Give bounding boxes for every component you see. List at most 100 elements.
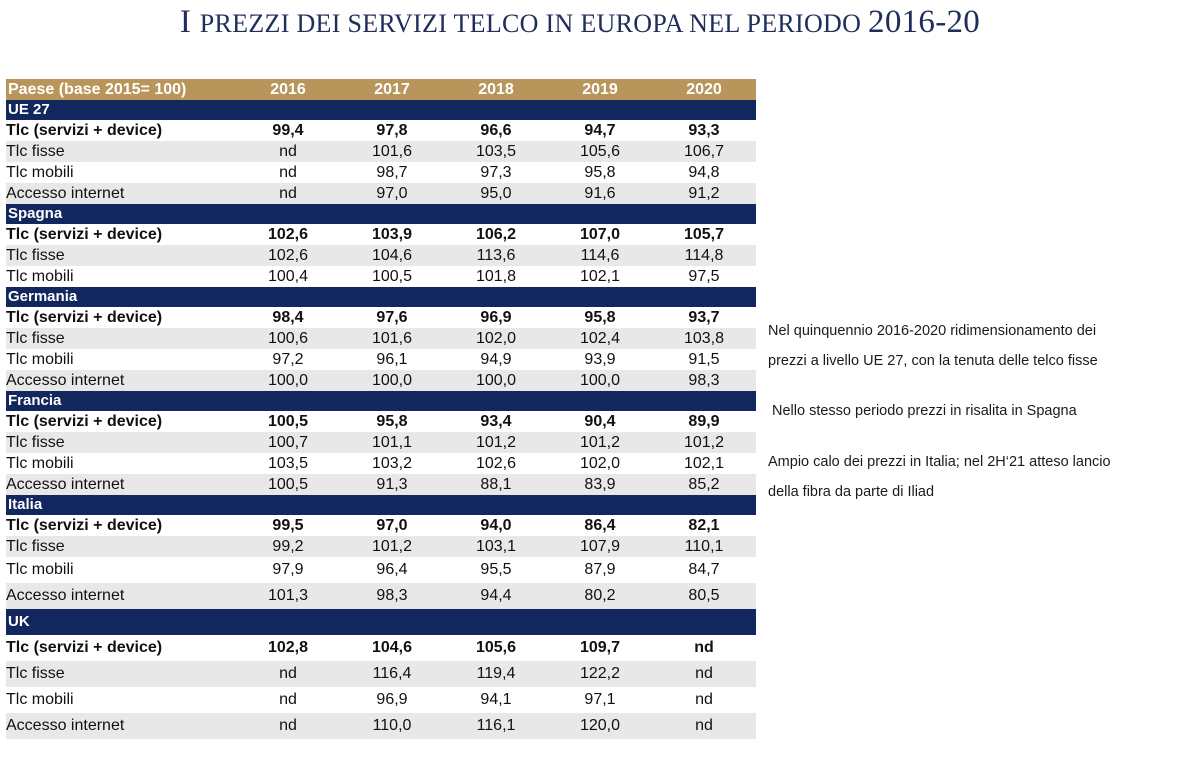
table-row: Accesso internet nd 110,0 116,1 120,0 nd bbox=[6, 713, 756, 739]
country-name: UE 27 bbox=[6, 100, 756, 120]
table-row: Tlc fisse 102,6 104,6 113,6 114,6 114,8 bbox=[6, 245, 756, 266]
row-label: Tlc mobili bbox=[6, 163, 74, 181]
value-cell: 82,1 bbox=[688, 516, 720, 534]
value-cell: 114,6 bbox=[548, 245, 652, 266]
value-cell: 95,8 bbox=[376, 412, 408, 430]
value-cell: 97,9 bbox=[272, 561, 304, 578]
country-name: Germania bbox=[6, 287, 756, 307]
country-row: Francia bbox=[6, 391, 756, 411]
table-row: Tlc (servizi + device) 102,6 103,9 106,2 107… bbox=[6, 224, 756, 245]
value-cell: 88,1 bbox=[444, 474, 548, 495]
value-cell: 97,1 bbox=[584, 691, 616, 708]
value-cell: 105,6 bbox=[475, 639, 517, 656]
table-row: Tlc (servizi + device) 99,4 97,8 96,6 94,7 93… bbox=[6, 120, 756, 141]
value-cell: 94,7 bbox=[584, 121, 616, 139]
note-1-line-2: prezzi a livello UE 27, con la tenuta de… bbox=[768, 353, 1098, 369]
value-cell: nd bbox=[236, 183, 340, 204]
page-title: I PREZZI DEI SERVIZI TELCO IN EUROPA NEL… bbox=[0, 4, 1160, 41]
value-cell: 89,9 bbox=[688, 412, 720, 430]
value-cell: 97,8 bbox=[376, 121, 408, 139]
value-cell: 94,8 bbox=[688, 163, 720, 181]
row-label: Accesso internet bbox=[6, 583, 236, 609]
value-cell: 106,2 bbox=[475, 225, 517, 243]
header-year: 2016 bbox=[236, 79, 340, 100]
header-row: Paese (base 2015= 100) 2016 2017 2018 20… bbox=[6, 79, 756, 100]
value-cell: 83,9 bbox=[548, 474, 652, 495]
value-cell: 100,5 bbox=[267, 412, 309, 430]
value-cell: nd bbox=[236, 661, 340, 687]
value-cell: 103,9 bbox=[371, 225, 413, 243]
table-row: Tlc mobili 100,4 100,5 101,8 102,1 97,5 bbox=[6, 266, 756, 287]
value-cell: 114,8 bbox=[652, 245, 756, 266]
row-label: Tlc fisse bbox=[6, 661, 236, 687]
value-cell: 110,0 bbox=[340, 713, 444, 739]
value-cell: 96,6 bbox=[480, 121, 512, 139]
value-cell: 101,2 bbox=[444, 432, 548, 453]
value-cell: 102,0 bbox=[444, 328, 548, 349]
table-row: Tlc mobili nd 98,7 97,3 95,8 94,8 bbox=[6, 162, 756, 183]
value-cell: 100,7 bbox=[236, 432, 340, 453]
title-words: PREZZI DEI SERVIZI TELCO IN EUROPA NEL P… bbox=[199, 9, 869, 38]
country-name: Francia bbox=[6, 391, 756, 411]
table-row: Tlc fisse 100,7 101,1 101,2 101,2 101,2 bbox=[6, 432, 756, 453]
row-label: Tlc (servizi + device) bbox=[6, 225, 163, 243]
value-cell: 98,4 bbox=[272, 308, 304, 326]
value-cell: 91,3 bbox=[340, 474, 444, 495]
value-cell: 103,5 bbox=[267, 454, 309, 472]
row-label: Tlc mobili bbox=[6, 454, 74, 472]
value-cell: 102,6 bbox=[236, 245, 340, 266]
value-cell: 100,0 bbox=[548, 370, 652, 391]
value-cell: 102,8 bbox=[267, 639, 309, 656]
note-1-line-1: Nel quinquennio 2016-2020 ridimensioname… bbox=[768, 323, 1097, 339]
row-label: Tlc fisse bbox=[6, 328, 236, 349]
row-label: Tlc (servizi + device) bbox=[6, 412, 163, 430]
row-label: Tlc (servizi + device) bbox=[6, 308, 163, 326]
table-row: Accesso internet nd 97,0 95,0 91,6 91,2 bbox=[6, 183, 756, 204]
value-cell: 101,1 bbox=[340, 432, 444, 453]
value-cell: 84,7 bbox=[688, 561, 720, 578]
value-cell: nd bbox=[236, 141, 340, 162]
value-cell: 100,5 bbox=[236, 474, 340, 495]
value-cell: 96,1 bbox=[376, 350, 408, 368]
value-cell: 119,4 bbox=[444, 661, 548, 687]
value-cell: nd bbox=[236, 713, 340, 739]
value-cell: 104,6 bbox=[340, 245, 444, 266]
header-year: 2019 bbox=[548, 79, 652, 100]
value-cell: 100,4 bbox=[267, 267, 309, 285]
value-cell: 104,6 bbox=[371, 639, 413, 656]
row-label: Tlc mobili bbox=[6, 350, 74, 368]
row-label: Tlc mobili bbox=[6, 267, 74, 285]
table-row: Tlc fisse 99,2 101,2 103,1 107,9 110,1 bbox=[6, 536, 756, 557]
value-cell: 99,4 bbox=[272, 121, 304, 139]
value-cell: 100,5 bbox=[371, 267, 413, 285]
country-row: Spagna bbox=[6, 204, 756, 224]
title-period: 2016-20 bbox=[868, 4, 981, 40]
value-cell: 98,3 bbox=[340, 583, 444, 609]
value-cell: 101,2 bbox=[548, 432, 652, 453]
table-row: Accesso internet 100,0 100,0 100,0 100,0 98,3 bbox=[6, 370, 756, 391]
value-cell: 107,0 bbox=[579, 225, 621, 243]
value-cell: 97,6 bbox=[376, 308, 408, 326]
row-label: Tlc fisse bbox=[6, 536, 236, 557]
value-cell: 102,0 bbox=[579, 454, 621, 472]
value-cell: 94,1 bbox=[480, 691, 512, 708]
value-cell: nd bbox=[279, 163, 297, 181]
value-cell: 93,7 bbox=[688, 308, 720, 326]
value-cell: 85,2 bbox=[652, 474, 756, 495]
title-first-letter: I bbox=[179, 4, 192, 40]
country-name: Spagna bbox=[6, 204, 756, 224]
country-name: Italia bbox=[6, 495, 756, 515]
value-cell: 99,2 bbox=[236, 536, 340, 557]
row-label: Tlc fisse bbox=[6, 245, 236, 266]
value-cell: 80,5 bbox=[652, 583, 756, 609]
value-cell: 101,3 bbox=[236, 583, 340, 609]
value-cell: 90,4 bbox=[584, 412, 616, 430]
value-cell: 95,8 bbox=[584, 163, 616, 181]
value-cell: 122,2 bbox=[548, 661, 652, 687]
row-label: Tlc fisse bbox=[6, 141, 236, 162]
value-cell: 103,2 bbox=[371, 454, 413, 472]
value-cell: 101,2 bbox=[340, 536, 444, 557]
row-label: Accesso internet bbox=[6, 474, 236, 495]
value-cell: 96,9 bbox=[376, 691, 408, 708]
header-year: 2017 bbox=[340, 79, 444, 100]
